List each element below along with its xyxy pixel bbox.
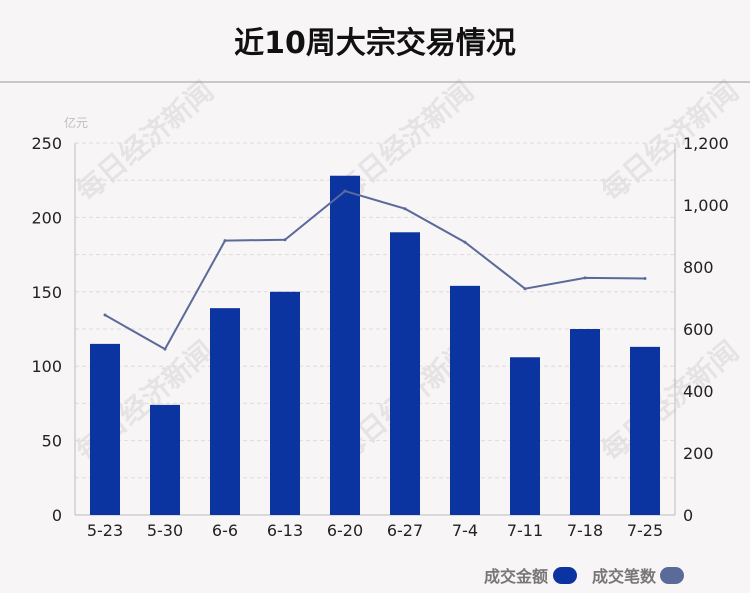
line-count-point (643, 276, 647, 280)
right-tick-label: 600 (683, 320, 714, 339)
bar-amount (210, 308, 240, 515)
bar-amount (630, 346, 660, 515)
right-tick-label: 200 (683, 444, 714, 463)
line-count-series (104, 189, 646, 351)
bar-amount (90, 343, 120, 515)
chart-title: 近10周大宗交易情况 (234, 26, 516, 61)
right-tick-label: 800 (683, 258, 714, 277)
bar-amount (390, 232, 420, 515)
x-tick-label: 7-4 (452, 521, 478, 540)
legend-amount-swatch (553, 567, 577, 584)
right-tick-label: 1,000 (683, 196, 729, 215)
right-tick-label: 400 (683, 382, 714, 401)
x-tick-label: 6-13 (267, 521, 303, 540)
x-tick-label: 6-6 (212, 521, 238, 540)
bar-amount (570, 329, 600, 515)
line-count-point (463, 240, 467, 244)
left-tick-label: 200 (31, 208, 62, 227)
bar-amount (330, 175, 360, 515)
line-count-point (343, 189, 347, 193)
left-tick-label: 150 (31, 283, 62, 302)
x-tick-label: 7-18 (567, 521, 603, 540)
line-count-point (403, 207, 407, 211)
x-tick-label: 7-11 (507, 521, 543, 540)
bar-amount (150, 404, 180, 515)
left-axis-unit: 亿元 (64, 116, 89, 130)
x-tick-label: 6-27 (387, 521, 423, 540)
right-tick-label: 1,200 (683, 134, 729, 153)
line-count-point (583, 276, 587, 280)
legend-amount-label: 成交金额 (484, 567, 549, 586)
left-tick-label: 0 (52, 506, 62, 525)
x-tick-label: 5-23 (87, 521, 123, 540)
line-count-point (523, 287, 527, 291)
bar-amount (270, 291, 300, 515)
line-count-point (163, 347, 167, 351)
line-count-point (103, 313, 107, 317)
legend-count-swatch (660, 567, 684, 584)
left-tick-label: 100 (31, 357, 62, 376)
x-tick-label: 6-20 (327, 521, 363, 540)
bar-amount (510, 357, 540, 515)
line-count-point (283, 238, 287, 242)
right-tick-label: 0 (683, 506, 693, 525)
left-tick-label: 250 (31, 134, 62, 153)
bar-amount (450, 285, 480, 515)
title-divider (0, 81, 750, 83)
left-tick-label: 50 (42, 432, 62, 451)
legend-count-label: 成交笔数 (592, 567, 657, 586)
line-count-point (223, 239, 227, 243)
x-tick-label: 7-25 (627, 521, 663, 540)
x-tick-label: 5-30 (147, 521, 183, 540)
